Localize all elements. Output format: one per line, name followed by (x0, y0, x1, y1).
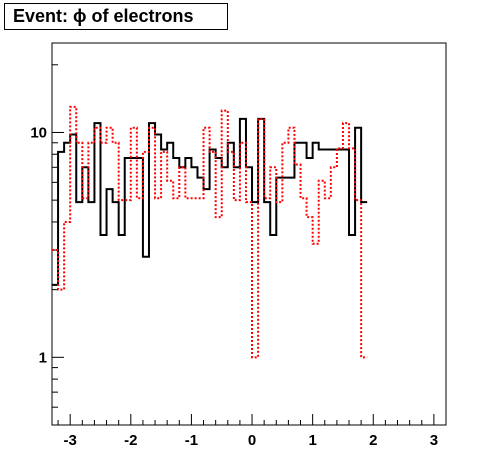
x-tick-label: 3 (430, 432, 438, 449)
series-dotted-red (52, 105, 368, 359)
x-tick-label: 1 (308, 432, 316, 449)
x-tick-label: 0 (248, 432, 256, 449)
axis-tick-labels: -3 -2 -1 0 1 2 3 1 10 (30, 124, 438, 449)
x-tick-label: -3 (64, 432, 77, 449)
chart-title: Event: ϕ of electrons (4, 3, 228, 30)
x-tick-label: -1 (185, 432, 198, 449)
plot-frame (51, 42, 447, 426)
y-tick-label: 10 (30, 124, 47, 141)
x-tick-label: -2 (124, 432, 137, 449)
data-series (52, 105, 368, 359)
axis-ticks (52, 64, 447, 426)
y-tick-label: 1 (39, 349, 47, 366)
x-tick-label: 2 (369, 432, 377, 449)
